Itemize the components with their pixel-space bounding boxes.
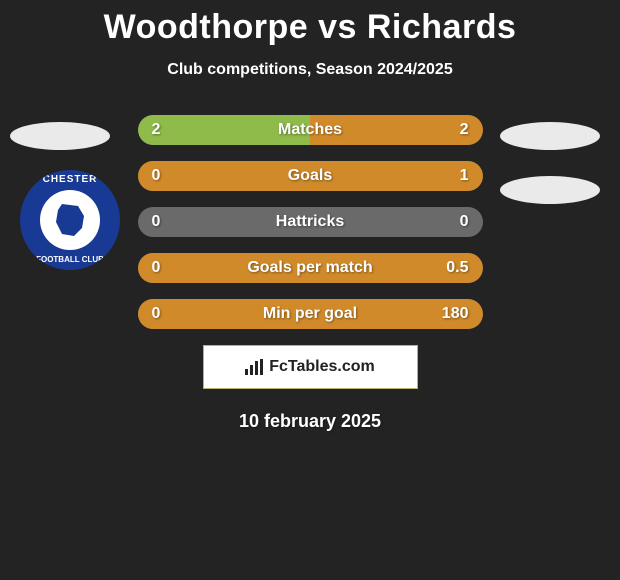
brand-box: FcTables.com — [203, 345, 418, 389]
player-badge-right-1 — [500, 122, 600, 150]
stat-left-value: 2 — [152, 121, 161, 139]
stat-bar: 0 Goals 1 — [138, 161, 483, 191]
player-badge-right-2 — [500, 176, 600, 204]
stat-label: Matches — [278, 121, 342, 139]
stat-bar: 2 Matches 2 — [138, 115, 483, 145]
stat-bar: 0 Goals per match 0.5 — [138, 253, 483, 283]
stat-left-value: 0 — [152, 259, 161, 277]
club-logo-bottom-text: FOOTBALL CLUB — [20, 255, 120, 264]
stat-left-value: 0 — [152, 305, 161, 323]
bar-chart-icon — [245, 359, 265, 375]
stat-label: Min per goal — [263, 305, 357, 323]
stat-left-value: 0 — [152, 213, 161, 231]
stat-right-value: 1 — [460, 167, 469, 185]
stat-bar: 0 Hattricks 0 — [138, 207, 483, 237]
title: Woodthorpe vs Richards — [0, 8, 620, 47]
lion-icon — [50, 200, 90, 240]
stat-left-value: 0 — [152, 167, 161, 185]
stat-bar: 0 Min per goal 180 — [138, 299, 483, 329]
stat-right-value: 180 — [442, 305, 469, 323]
club-logo-inner — [40, 190, 100, 250]
player-badge-left-1 — [10, 122, 110, 150]
club-logo-top-text: CHESTER — [20, 174, 120, 185]
subtitle: Club competitions, Season 2024/2025 — [0, 61, 620, 79]
stat-label: Hattricks — [276, 213, 344, 231]
date-text: 10 february 2025 — [0, 411, 620, 432]
stat-right-value: 0 — [460, 213, 469, 231]
stat-bars: 2 Matches 2 0 Goals 1 0 Hattricks 0 0 Goals per ma… — [138, 115, 483, 329]
club-logo: CHESTER FOOTBALL CLUB — [20, 170, 120, 270]
infographic-container: Woodthorpe vs Richards Club competitions… — [0, 0, 620, 432]
stat-label: Goals per match — [247, 259, 372, 277]
stat-right-value: 0.5 — [446, 259, 468, 277]
stat-label: Goals — [288, 167, 332, 185]
stat-right-value: 2 — [460, 121, 469, 139]
brand-text: FcTables.com — [269, 358, 375, 376]
